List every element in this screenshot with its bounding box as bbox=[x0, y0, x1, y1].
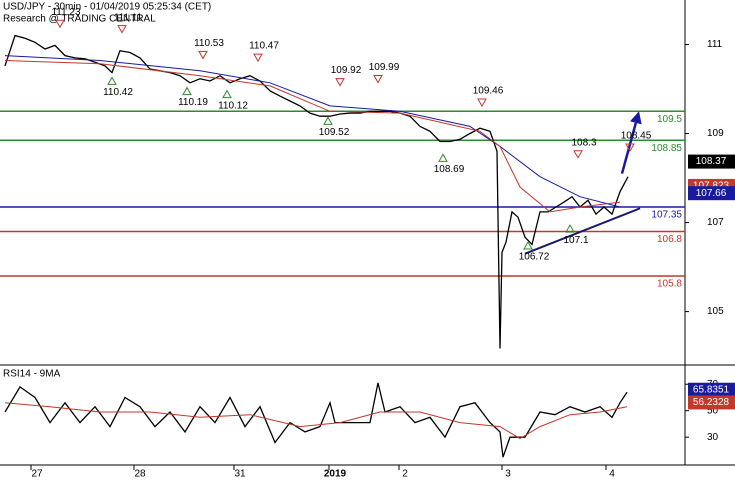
annotation-label: 110.53 bbox=[194, 38, 224, 49]
price-tag-label: 65.8351 bbox=[693, 384, 730, 395]
annotation-label: 109.99 bbox=[369, 62, 400, 73]
trendline bbox=[524, 207, 641, 255]
series-line bbox=[4, 60, 621, 213]
annotation-marker bbox=[323, 116, 333, 125]
y-tick-label: 107 bbox=[707, 217, 724, 228]
chart-subtitle: Research @ TRADING CENTRAL bbox=[3, 14, 156, 25]
annotation-label: 106.72 bbox=[519, 252, 550, 263]
annotation-label: 109.52 bbox=[319, 127, 350, 138]
price-tag-label: 108.37 bbox=[696, 156, 727, 167]
x-tick-label: 27 bbox=[31, 469, 43, 480]
annotation-marker bbox=[373, 74, 383, 84]
annotation-marker bbox=[573, 150, 583, 159]
annotation-marker bbox=[182, 86, 192, 96]
x-tick-label: 4 bbox=[609, 469, 615, 480]
annotation-marker bbox=[335, 78, 345, 87]
x-tick-label: 2 bbox=[402, 469, 408, 480]
y-tick-label: 105 bbox=[707, 306, 724, 317]
x-tick-label: 31 bbox=[234, 469, 246, 480]
price-tag-label: 107.823 bbox=[693, 181, 730, 192]
annotation-label: 108.69 bbox=[434, 164, 465, 175]
x-tick-label: 3 bbox=[505, 469, 511, 480]
y-tick-label: 30 bbox=[707, 432, 719, 443]
annotation-label: 109.92 bbox=[331, 65, 362, 76]
annotation-marker bbox=[565, 224, 575, 233]
annotation-marker bbox=[107, 76, 117, 85]
annotation-marker bbox=[625, 143, 635, 153]
annotation-marker bbox=[438, 153, 448, 162]
annotation-label: 111.11 bbox=[114, 12, 143, 23]
annotation-marker bbox=[253, 53, 263, 63]
price-tag bbox=[688, 186, 735, 201]
level-label: 108.85 bbox=[651, 143, 682, 154]
annotation-marker bbox=[198, 50, 208, 60]
level-label: 105.8 bbox=[657, 279, 682, 290]
annotation-marker bbox=[222, 89, 232, 99]
price-tag bbox=[688, 382, 735, 397]
annotation-marker bbox=[523, 241, 533, 250]
y-tick-label: 109 bbox=[707, 128, 724, 139]
annotation-label: 108.3 bbox=[571, 137, 596, 148]
annotation-label: 110.19 bbox=[178, 97, 208, 108]
annotation-marker bbox=[117, 25, 127, 34]
y-tick-label: 50 bbox=[707, 405, 719, 416]
y-tick-label: 111 bbox=[707, 39, 723, 50]
annotation-marker bbox=[477, 98, 487, 108]
price-tag-label: 107.66 bbox=[696, 188, 727, 199]
price-tag bbox=[688, 395, 735, 410]
x-tick-label: 28 bbox=[134, 469, 146, 480]
x-tick-label: 2019 bbox=[324, 469, 347, 480]
arrow-head bbox=[630, 111, 642, 125]
annotation-label: 111.23 bbox=[51, 7, 81, 18]
level-label: 109.5 bbox=[657, 114, 682, 125]
annotation-label: 108.45 bbox=[621, 131, 652, 142]
annotation-label: 110.12 bbox=[218, 100, 248, 111]
level-label: 106.8 bbox=[657, 234, 682, 245]
chart-title: USD/JPY - 30min - 01/04/2019 05:25:34 (C… bbox=[3, 2, 211, 13]
price-tag bbox=[688, 154, 735, 169]
annotation-marker bbox=[55, 19, 65, 29]
series-line bbox=[4, 55, 621, 208]
series-line bbox=[4, 402, 628, 440]
price-tag-label: 56.2328 bbox=[693, 397, 730, 408]
level-label: 107.35 bbox=[651, 210, 682, 221]
annotation-label: 110.42 bbox=[103, 87, 133, 98]
rsi-title: RSI14 - 9MA bbox=[3, 369, 61, 380]
annotation-label: 110.47 bbox=[249, 41, 279, 52]
annotation-label: 107.1 bbox=[563, 235, 588, 246]
annotation-label: 109.46 bbox=[473, 86, 504, 97]
